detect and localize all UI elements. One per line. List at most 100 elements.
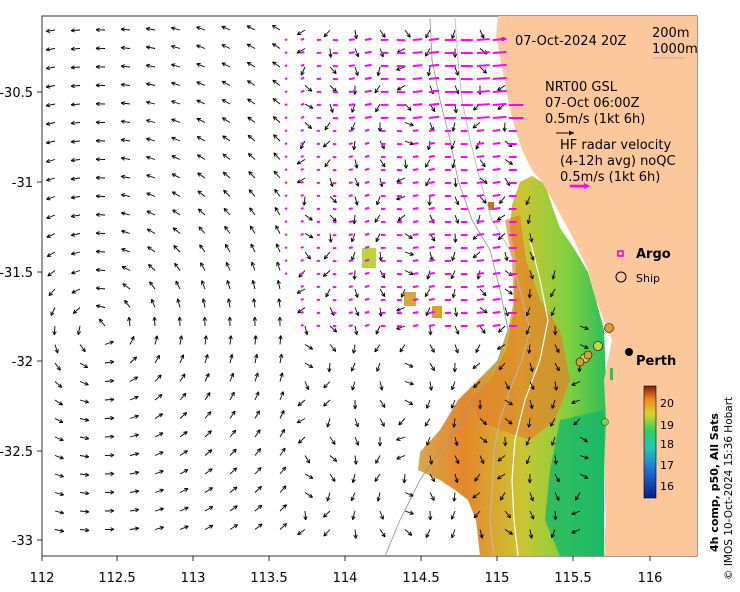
model-arrow-head xyxy=(45,47,51,52)
model-arrow-head xyxy=(409,492,414,497)
model-arrow-head xyxy=(324,125,329,131)
colorbar-tick-label: 16 xyxy=(660,480,674,493)
model-arrow-head xyxy=(351,386,356,391)
model-arrow-head xyxy=(529,496,534,502)
model-arrow xyxy=(147,246,156,253)
credit-label: © IMOS 10-Oct-2024 15:36 Hobart xyxy=(723,397,735,580)
radar-arrow xyxy=(412,116,423,119)
model-arrow-head xyxy=(197,190,202,195)
model-arrow-head xyxy=(196,26,201,31)
radar-arrow xyxy=(476,77,490,80)
model-arrow-head xyxy=(84,435,90,441)
model-arrow xyxy=(121,212,131,216)
model-arrow-head xyxy=(146,155,151,160)
model-arrow-head xyxy=(553,460,558,465)
model-arrow-head xyxy=(70,195,76,200)
model-arrow-head xyxy=(233,524,238,529)
model-arrow xyxy=(451,529,456,539)
model-arrow xyxy=(146,46,156,49)
model-arrow-head xyxy=(274,207,279,212)
radar-arrow xyxy=(492,128,501,132)
model-arrow-head xyxy=(171,136,176,141)
radar-arrow xyxy=(428,154,435,158)
model-arrow-head xyxy=(70,213,76,219)
model-arrow-head xyxy=(504,256,509,262)
model-arrow-head xyxy=(145,45,151,50)
model-arrow xyxy=(46,177,56,181)
model-arrow-head xyxy=(46,252,52,257)
model-arrow-head xyxy=(306,459,311,464)
radar-arrow xyxy=(492,206,501,210)
model-arrow-head xyxy=(571,381,576,386)
model-arrow-head xyxy=(426,71,432,77)
model-arrow xyxy=(377,66,381,76)
model-arrow-head xyxy=(353,34,359,40)
model-arrow-head xyxy=(158,413,164,418)
model-arrow xyxy=(329,177,333,187)
radar-arrow xyxy=(412,142,419,145)
ship-legend-label: Ship xyxy=(636,272,660,285)
radar-arrow xyxy=(412,207,419,210)
model-arrow-head xyxy=(134,470,140,475)
model-arrow xyxy=(303,196,306,206)
model-arrow xyxy=(54,455,64,459)
model-arrow-head xyxy=(529,367,534,372)
model-arrow-head xyxy=(409,510,414,515)
model-arrow xyxy=(254,372,259,382)
model-arrow xyxy=(374,214,381,223)
model-arrow xyxy=(351,103,356,113)
model-arrow xyxy=(304,85,313,92)
model-arrow xyxy=(454,85,459,94)
radar-arrow xyxy=(364,76,372,80)
model-arrow-head xyxy=(551,441,556,446)
model-arrow-head xyxy=(110,527,115,532)
model-arrow-head xyxy=(328,238,333,243)
model-arrow xyxy=(396,48,406,54)
bathy-1000m-contour xyxy=(454,17,531,557)
model-arrow xyxy=(450,270,456,279)
model-arrow-head xyxy=(120,156,126,161)
model-arrow-head xyxy=(472,494,477,499)
model-arrow xyxy=(222,117,231,123)
model-arrow xyxy=(279,504,287,512)
model-arrow xyxy=(550,288,556,298)
model-arrow xyxy=(146,156,156,160)
model-arrow xyxy=(529,381,535,390)
model-arrow xyxy=(121,83,131,86)
model-arrow-head xyxy=(85,527,90,533)
model-arrow xyxy=(121,102,131,105)
radar-arrow xyxy=(284,194,288,197)
model-arrow-head xyxy=(120,193,126,198)
model-arrow-head xyxy=(57,383,63,388)
model-arrow-head xyxy=(110,453,115,458)
model-arrow-head xyxy=(281,447,286,453)
model-arrow-head xyxy=(159,507,164,512)
model-arrow-head xyxy=(59,419,64,424)
model-arrow-head xyxy=(431,107,436,112)
model-arrow-head xyxy=(555,366,560,372)
model-arrow-head xyxy=(207,430,212,435)
radar-arrow xyxy=(364,63,372,67)
model-arrow xyxy=(479,288,487,296)
model-arrow xyxy=(229,505,238,512)
model-arrow-head xyxy=(178,335,184,340)
model-arrow-head xyxy=(355,52,360,58)
model-arrow xyxy=(379,381,383,391)
model-arrow xyxy=(472,492,481,499)
model-arrow-head xyxy=(158,432,164,437)
model-arrow-head xyxy=(426,441,431,446)
model-arrow-head xyxy=(396,307,401,312)
model-arrow-head xyxy=(282,504,287,509)
model-arrow-head xyxy=(134,414,139,419)
model-arrow-head xyxy=(381,532,386,538)
model-arrow-head xyxy=(527,423,532,428)
model-arrow-head xyxy=(146,137,151,142)
model-arrow xyxy=(404,529,413,536)
model-arrow xyxy=(279,410,285,419)
model-arrow xyxy=(222,153,231,160)
model-arrow xyxy=(179,412,187,419)
model-arrow-head xyxy=(497,345,502,350)
model-arrow-head xyxy=(174,262,179,268)
model-arrow xyxy=(154,413,163,419)
model-arrow xyxy=(296,48,306,54)
